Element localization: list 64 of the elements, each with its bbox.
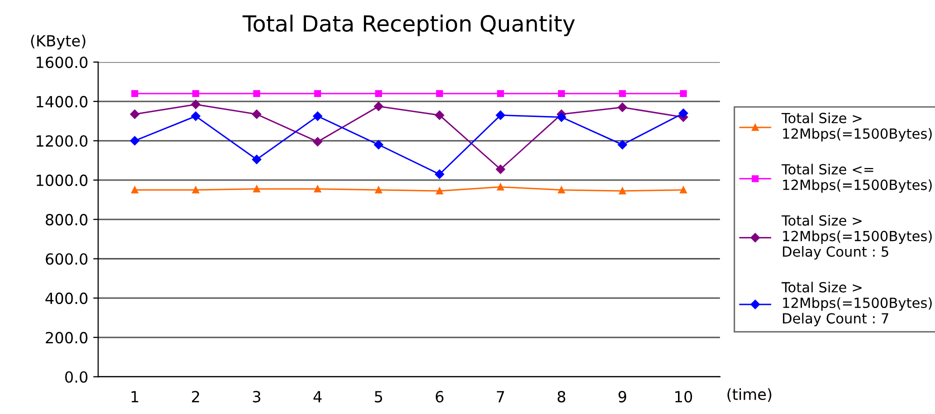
- x-tick-label: 4: [314, 391, 322, 402]
- legend-label: Total Size > 12Mbps(=1500Bytes): [782, 112, 932, 142]
- point: [252, 110, 262, 119]
- y-tick-label: 800.0: [46, 214, 88, 226]
- point: [252, 154, 262, 164]
- legend-label: Total Size <= 12Mbps(=1500Bytes): [782, 164, 932, 193]
- y-tick-label: 1000.0: [36, 174, 88, 186]
- y-tick-label: 1400.0: [36, 96, 88, 108]
- y-tick-label: 600.0: [46, 253, 88, 265]
- point: [375, 186, 382, 194]
- point: [130, 110, 140, 119]
- point: [375, 90, 382, 98]
- x-tick-label: 10: [675, 390, 692, 402]
- point: [680, 186, 687, 194]
- point: [678, 108, 688, 118]
- point: [556, 112, 566, 122]
- point: [618, 102, 628, 112]
- y-tick-label: 200.0: [46, 332, 88, 344]
- point: [680, 90, 687, 98]
- point: [130, 136, 140, 146]
- x-tick-label: 3: [252, 390, 260, 402]
- point: [558, 186, 565, 194]
- point: [618, 90, 626, 98]
- point: [558, 90, 565, 98]
- point: [374, 102, 384, 111]
- point: [436, 90, 444, 98]
- point: [131, 90, 138, 98]
- point: [313, 137, 322, 146]
- point: [131, 186, 138, 194]
- y-axis-title: (KByte): [31, 34, 86, 50]
- x-tick-label: 9: [618, 390, 626, 402]
- point: [496, 110, 506, 120]
- y-tick-label: 0.0: [65, 371, 88, 383]
- point: [497, 90, 504, 98]
- x-tick-label: 7: [496, 391, 504, 402]
- point: [497, 184, 504, 190]
- point: [618, 187, 626, 194]
- y-tick-label: 1200.0: [36, 135, 88, 147]
- point: [253, 185, 260, 192]
- point: [434, 170, 444, 179]
- point: [192, 186, 200, 194]
- x-tick-label: 1: [132, 391, 138, 402]
- point: [191, 112, 200, 121]
- x-tick-label: 6: [436, 390, 444, 402]
- x-axis-title: (time): [727, 388, 772, 402]
- x-tick-label: 8: [558, 390, 566, 402]
- legend-label: Total Size > 12Mbps(=1500Bytes) Delay Count : 5: [782, 214, 932, 260]
- point: [314, 90, 322, 98]
- point: [434, 110, 444, 120]
- point: [192, 90, 200, 98]
- legend-label: Total Size > 12Mbps(=1500Bytes) Delay Count : 7: [782, 282, 932, 326]
- point: [496, 164, 506, 174]
- point: [374, 140, 384, 150]
- chart-title: Total Data Reception Quantity: [242, 14, 575, 36]
- y-tick-label: 1600.0: [36, 56, 88, 68]
- point: [436, 187, 444, 194]
- x-tick-label: 2: [192, 390, 200, 402]
- point: [618, 140, 628, 150]
- point: [313, 112, 322, 121]
- point: [253, 90, 260, 98]
- x-tick-label: 5: [374, 391, 382, 402]
- point: [191, 100, 200, 110]
- point: [314, 185, 322, 192]
- y-tick-label: 400.0: [45, 292, 88, 304]
